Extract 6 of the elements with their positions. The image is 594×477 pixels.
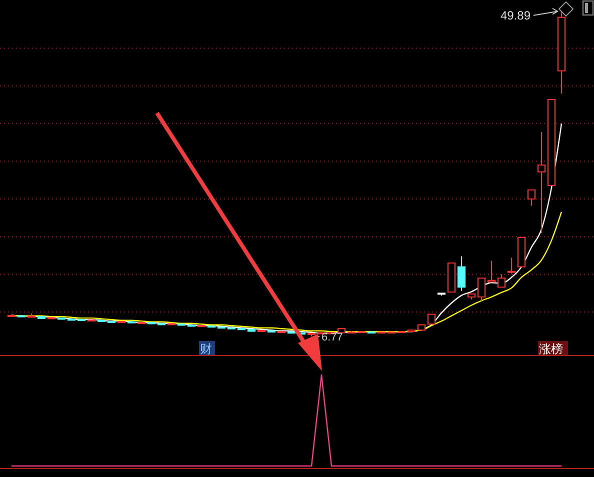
annotation: 49.89 bbox=[500, 8, 531, 22]
candlestick bbox=[538, 131, 546, 234]
annotation: 涨榜 bbox=[539, 342, 563, 356]
annotation: 财 bbox=[200, 342, 212, 356]
annotation: 6.77 bbox=[322, 331, 343, 344]
candlestick bbox=[458, 256, 466, 292]
